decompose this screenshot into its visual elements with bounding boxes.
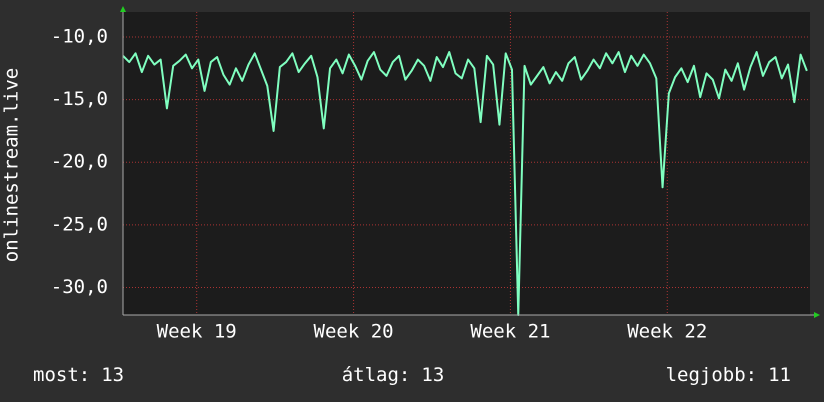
- stat-value: 11: [768, 364, 791, 386]
- y-tick-label: -10,0: [51, 26, 108, 48]
- stat-value: 13: [101, 364, 124, 386]
- y-axis-arrow: [120, 6, 126, 12]
- labels: -30,0 -25,0 -20,0 -15,0 -10,0 Week 19 Week 20 W…: [33, 26, 791, 386]
- y-tick-label: -20,0: [51, 151, 108, 173]
- plot-area: [123, 12, 810, 315]
- y-tick-label: -30,0: [51, 276, 108, 298]
- x-tick-label: Week 22: [627, 321, 707, 343]
- marks: [122, 51, 808, 316]
- data-line: [122, 51, 808, 316]
- y-axis-label: onlinestream.live: [1, 68, 23, 262]
- stat-label: most:: [33, 364, 90, 386]
- stat-label: átlag:: [342, 364, 411, 386]
- x-tick-label: Week 19: [157, 321, 237, 343]
- stat: legjobb: 11: [666, 364, 791, 386]
- stat: most: 13: [33, 364, 124, 386]
- x-axis-arrow: [814, 312, 820, 318]
- stat: átlag: 13: [342, 364, 445, 386]
- stat-label: legjobb:: [666, 364, 758, 386]
- y-tick-label: -25,0: [51, 213, 108, 235]
- x-tick-label: Week 20: [314, 321, 394, 343]
- stat-value: 13: [421, 364, 444, 386]
- x-tick-label: Week 21: [470, 321, 550, 343]
- grid: [123, 12, 810, 315]
- y-tick-label: -15,0: [51, 88, 108, 110]
